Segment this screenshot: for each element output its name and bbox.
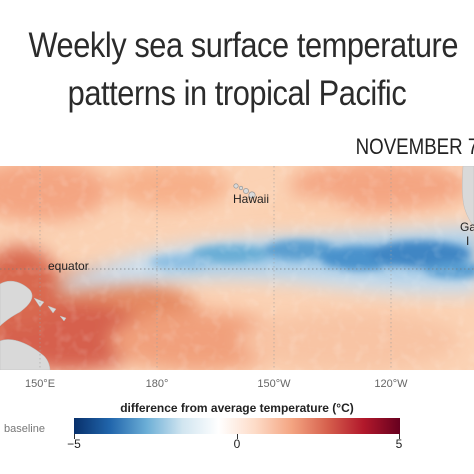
colorbar-tick-max — [399, 434, 400, 439]
lon-tick-180: 180° — [145, 378, 169, 390]
hawaii-label: Hawaii — [233, 192, 270, 206]
page-title: Weekly sea surface temperature patterns … — [28, 22, 459, 118]
colorbar-title: difference from average temperature (°C) — [120, 401, 354, 415]
texture-overlay — [0, 166, 474, 370]
date-label: NOVEMBER 7 — [355, 134, 474, 159]
americas-shape — [462, 166, 474, 227]
land-masses — [0, 166, 474, 370]
galapagos-label-partial-2: I — [466, 234, 470, 248]
title-line-2: patterns in tropical Pacific — [67, 74, 407, 113]
colorbar-tick-mid — [237, 434, 238, 439]
equator-label: equator — [48, 259, 89, 273]
lon-tick-120w: 120°W — [374, 378, 408, 390]
map-canvas — [0, 166, 474, 370]
title-line-1: Weekly sea surface temperature — [28, 26, 459, 65]
lon-tick-150e: 150°E — [24, 378, 56, 390]
lon-tick-150w: 150°W — [257, 378, 291, 390]
new-guinea-shape — [0, 280, 33, 327]
colorbar-label-max: 5 — [395, 437, 403, 451]
hawaii-islands — [233, 183, 256, 199]
colorbar-tick-min — [74, 434, 75, 439]
galapagos-label-partial: Ga — [460, 220, 474, 234]
australia-shape — [0, 339, 51, 370]
sst-anomaly-map: Hawaii equator Ga I — [0, 166, 474, 370]
colorbar-label-min: −5 — [67, 437, 81, 451]
baseline-label: baseline — [4, 423, 45, 435]
colorbar-label-mid: 0 — [233, 437, 241, 451]
colorbar-gradient — [74, 418, 400, 434]
